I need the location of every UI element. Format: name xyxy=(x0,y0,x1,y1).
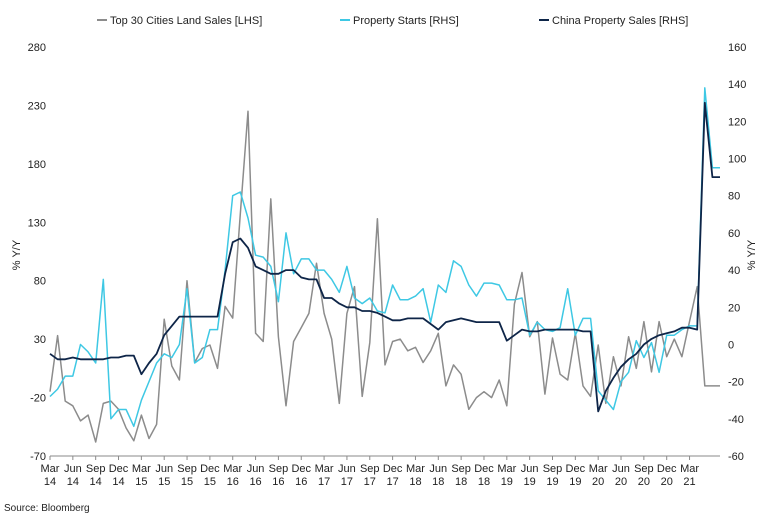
x-tick-year: 18 xyxy=(432,476,444,488)
x-tick-month: Dec xyxy=(200,463,220,475)
x-tick-month: Mar xyxy=(680,463,699,475)
x-tick-month: Sep xyxy=(634,463,654,475)
x-tick-year: 18 xyxy=(409,476,421,488)
x-tick-month: Dec xyxy=(291,463,311,475)
y-axis-right-title: % Y/Y xyxy=(746,239,758,270)
x-tick-month: Jun xyxy=(521,463,539,475)
x-tick-year: 16 xyxy=(249,476,261,488)
legend-label-property-sales: China Property Sales [RHS] xyxy=(552,15,688,27)
y-right-tick-label: 20 xyxy=(728,302,740,314)
x-tick-month: Mar xyxy=(406,463,425,475)
x-tick-month: Mar xyxy=(132,463,151,475)
x-tick-month: Sep xyxy=(451,463,471,475)
x-tick-month: Dec xyxy=(383,463,403,475)
x-tick-year: 20 xyxy=(638,476,650,488)
x-tick-year: 19 xyxy=(546,476,558,488)
x-tick-month: Mar xyxy=(41,463,60,475)
x-tick-month: Jun xyxy=(429,463,447,475)
y-right-tick-label: 0 xyxy=(728,339,734,351)
x-tick-year: 16 xyxy=(295,476,307,488)
y-right-tick-label: -60 xyxy=(728,451,744,463)
x-tick-year: 14 xyxy=(90,476,102,488)
y-right-tick-label: -20 xyxy=(728,377,744,389)
y-right-tick-label: 120 xyxy=(728,116,746,128)
legend: Top 30 Cities Land Sales [LHS] Property … xyxy=(97,15,688,27)
x-tick-month: Sep xyxy=(360,463,380,475)
x-tick-year: 14 xyxy=(44,476,56,488)
x-tick-month: Jun xyxy=(247,463,265,475)
x-tick-year: 18 xyxy=(455,476,467,488)
x-tick-year: 20 xyxy=(592,476,604,488)
y-right-tick-label: 160 xyxy=(728,42,746,54)
x-tick-year: 21 xyxy=(683,476,695,488)
y-axis-left-ticks: -70 -20 30 80 130 180 230 280 xyxy=(28,42,46,463)
y-right-tick-label: 60 xyxy=(728,228,740,240)
x-tick-month: Mar xyxy=(223,463,242,475)
x-tick-month: Sep xyxy=(86,463,106,475)
x-tick-month: Dec xyxy=(474,463,494,475)
x-tick-year: 17 xyxy=(318,476,330,488)
x-tick-year: 16 xyxy=(272,476,284,488)
x-tick-year: 19 xyxy=(524,476,536,488)
x-tick-year: 17 xyxy=(364,476,376,488)
x-tick-month: Sep xyxy=(177,463,197,475)
x-tick-month: Jun xyxy=(64,463,82,475)
x-axis-ticks: Mar14Jun14Sep14Dec14Mar15Jun15Sep15Dec15… xyxy=(41,456,699,488)
x-tick-year: 14 xyxy=(112,476,124,488)
y-right-tick-label: -40 xyxy=(728,414,744,426)
x-tick-year: 18 xyxy=(478,476,490,488)
x-tick-month: Sep xyxy=(269,463,289,475)
x-tick-year: 15 xyxy=(158,476,170,488)
legend-label-land-sales: Top 30 Cities Land Sales [LHS] xyxy=(110,15,262,27)
series-line-property-starts xyxy=(49,87,720,428)
x-tick-month: Mar xyxy=(589,463,608,475)
y-right-tick-label: 80 xyxy=(728,191,740,203)
x-tick-year: 19 xyxy=(501,476,513,488)
x-tick-year: 19 xyxy=(569,476,581,488)
x-tick-year: 15 xyxy=(135,476,147,488)
x-tick-month: Dec xyxy=(566,463,586,475)
legend-label-property-starts: Property Starts [RHS] xyxy=(353,15,459,27)
y-axis-right-ticks: -60 -40 -20 0 20 40 60 80 100 120 140 160 xyxy=(728,42,746,463)
y-right-tick-label: 100 xyxy=(728,154,746,166)
y-left-tick-label: 30 xyxy=(34,334,46,346)
x-tick-year: 14 xyxy=(67,476,79,488)
series-line-property-sales xyxy=(49,101,720,413)
x-tick-month: Dec xyxy=(657,463,677,475)
y-left-tick-label: 230 xyxy=(28,100,46,112)
x-tick-month: Sep xyxy=(543,463,563,475)
x-tick-month: Jun xyxy=(612,463,630,475)
x-tick-month: Jun xyxy=(155,463,173,475)
y-left-tick-label: -20 xyxy=(30,393,46,405)
y-left-tick-label: -70 xyxy=(30,451,46,463)
x-tick-month: Dec xyxy=(109,463,129,475)
x-tick-year: 20 xyxy=(615,476,627,488)
x-tick-month: Mar xyxy=(315,463,334,475)
x-tick-month: Jun xyxy=(338,463,356,475)
x-tick-month: Mar xyxy=(497,463,516,475)
x-tick-year: 20 xyxy=(661,476,673,488)
source-note: Source: Bloomberg xyxy=(4,503,90,514)
y-left-tick-label: 130 xyxy=(28,217,46,229)
y-left-tick-label: 180 xyxy=(28,159,46,171)
x-tick-year: 15 xyxy=(204,476,216,488)
x-tick-year: 17 xyxy=(386,476,398,488)
x-tick-year: 15 xyxy=(181,476,193,488)
series-line-land-sales xyxy=(49,110,720,443)
series-lines xyxy=(49,87,720,443)
x-tick-year: 16 xyxy=(227,476,239,488)
y-axis-left-title: % Y/Y xyxy=(11,239,23,270)
y-left-tick-label: 80 xyxy=(34,276,46,288)
y-right-tick-label: 40 xyxy=(728,265,740,277)
x-tick-year: 17 xyxy=(341,476,353,488)
y-right-tick-label: 140 xyxy=(728,79,746,91)
y-left-tick-label: 280 xyxy=(28,42,46,54)
